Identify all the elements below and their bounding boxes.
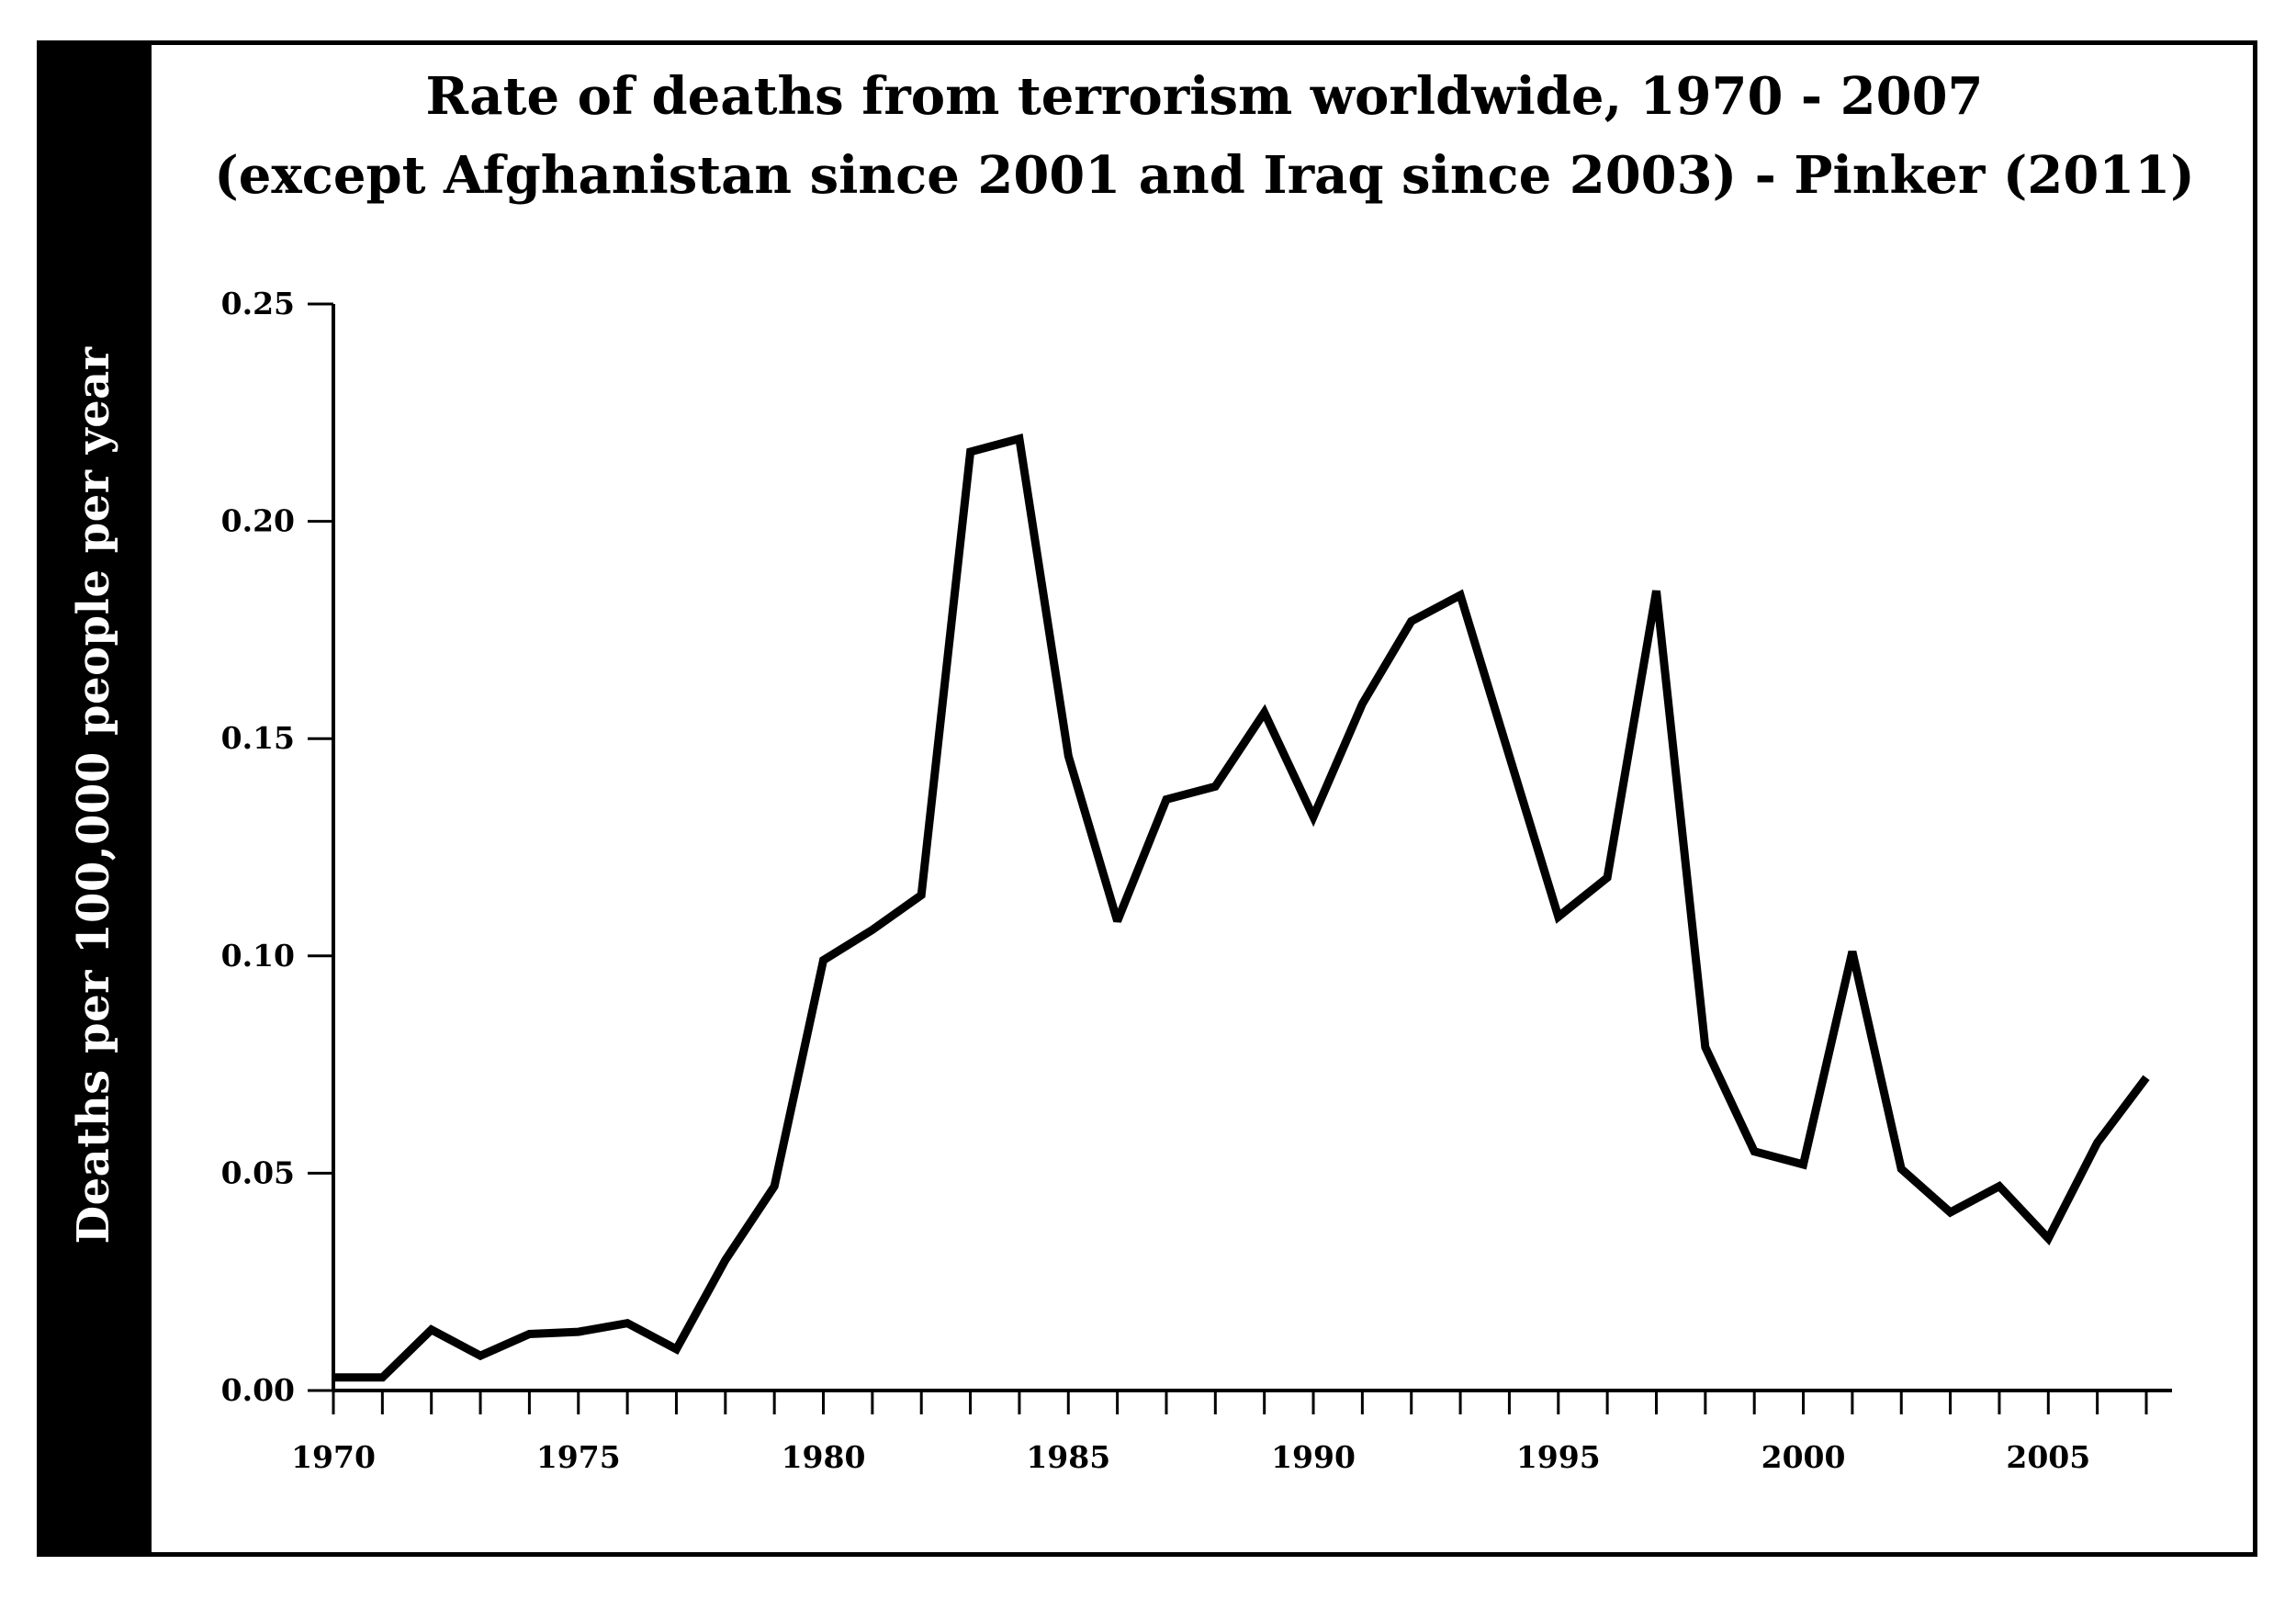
data-point — [1018, 437, 1021, 441]
x-tick-label: 1975 — [536, 1439, 621, 1475]
data-point — [1704, 1045, 1707, 1049]
data-point — [1998, 1185, 2001, 1188]
y-tick-label: 0.20 — [221, 503, 295, 539]
y-tick-label: 0.25 — [221, 286, 295, 321]
x-tick-label: 1985 — [1026, 1439, 1110, 1475]
data-point — [1851, 950, 1854, 953]
data-point — [577, 1330, 580, 1334]
data-point — [478, 1354, 482, 1357]
data-point — [1605, 876, 1609, 880]
data-point — [871, 928, 874, 931]
data-point — [332, 1376, 335, 1379]
data-point — [724, 1258, 727, 1262]
y-tick-label: 0.10 — [221, 938, 295, 974]
data-point — [2096, 1141, 2099, 1144]
data-point — [1458, 593, 1462, 597]
data-point — [919, 894, 923, 897]
data-point — [1557, 915, 1560, 918]
chart-subtitle: (except Afghanistan since 2001 and Iraq … — [214, 145, 2195, 206]
data-point — [1507, 754, 1511, 758]
data-point — [527, 1332, 531, 1335]
data-point — [2144, 1075, 2148, 1079]
data-point — [1165, 797, 1168, 801]
data-point — [1410, 619, 1413, 623]
data-point — [1263, 711, 1266, 715]
x-tick-label: 2000 — [1761, 1439, 1846, 1475]
chart-frame — [37, 40, 2257, 1557]
x-tick-label: 1995 — [1516, 1439, 1601, 1475]
data-point — [1311, 815, 1315, 818]
data-point — [1360, 702, 1364, 705]
x-tick-label: 1990 — [1271, 1439, 1356, 1475]
series-line — [333, 434, 2150, 1382]
data-point — [969, 450, 973, 454]
data-point — [380, 1376, 384, 1379]
data-point — [772, 1185, 776, 1188]
y-tick-label: 0.05 — [221, 1154, 295, 1190]
data-point — [430, 1328, 433, 1332]
data-point — [822, 959, 826, 963]
y-tick-label: 0.15 — [221, 720, 295, 756]
y-tick-label: 0.00 — [221, 1372, 295, 1408]
data-point — [1066, 754, 1070, 758]
chart-title: Rate of deaths from terrorism worldwide,… — [425, 66, 1984, 127]
ylabel-bar — [37, 40, 152, 1557]
data-point — [674, 1347, 678, 1351]
data-point — [1213, 784, 1217, 788]
data-point — [2046, 1236, 2050, 1240]
x-tick-label: 2005 — [2006, 1439, 2090, 1475]
x-tick-label: 1980 — [782, 1439, 866, 1475]
x-tick-label: 1970 — [291, 1439, 376, 1475]
data-point — [1949, 1211, 1953, 1214]
data-point — [1116, 919, 1120, 923]
chart-title-block: Rate of deaths from terrorism worldwide,… — [152, 57, 2257, 215]
data-point — [1899, 1167, 1903, 1171]
data-point — [1802, 1163, 1806, 1166]
data-point — [1654, 589, 1658, 592]
data-point — [625, 1322, 629, 1325]
data-point — [1752, 1150, 1756, 1154]
